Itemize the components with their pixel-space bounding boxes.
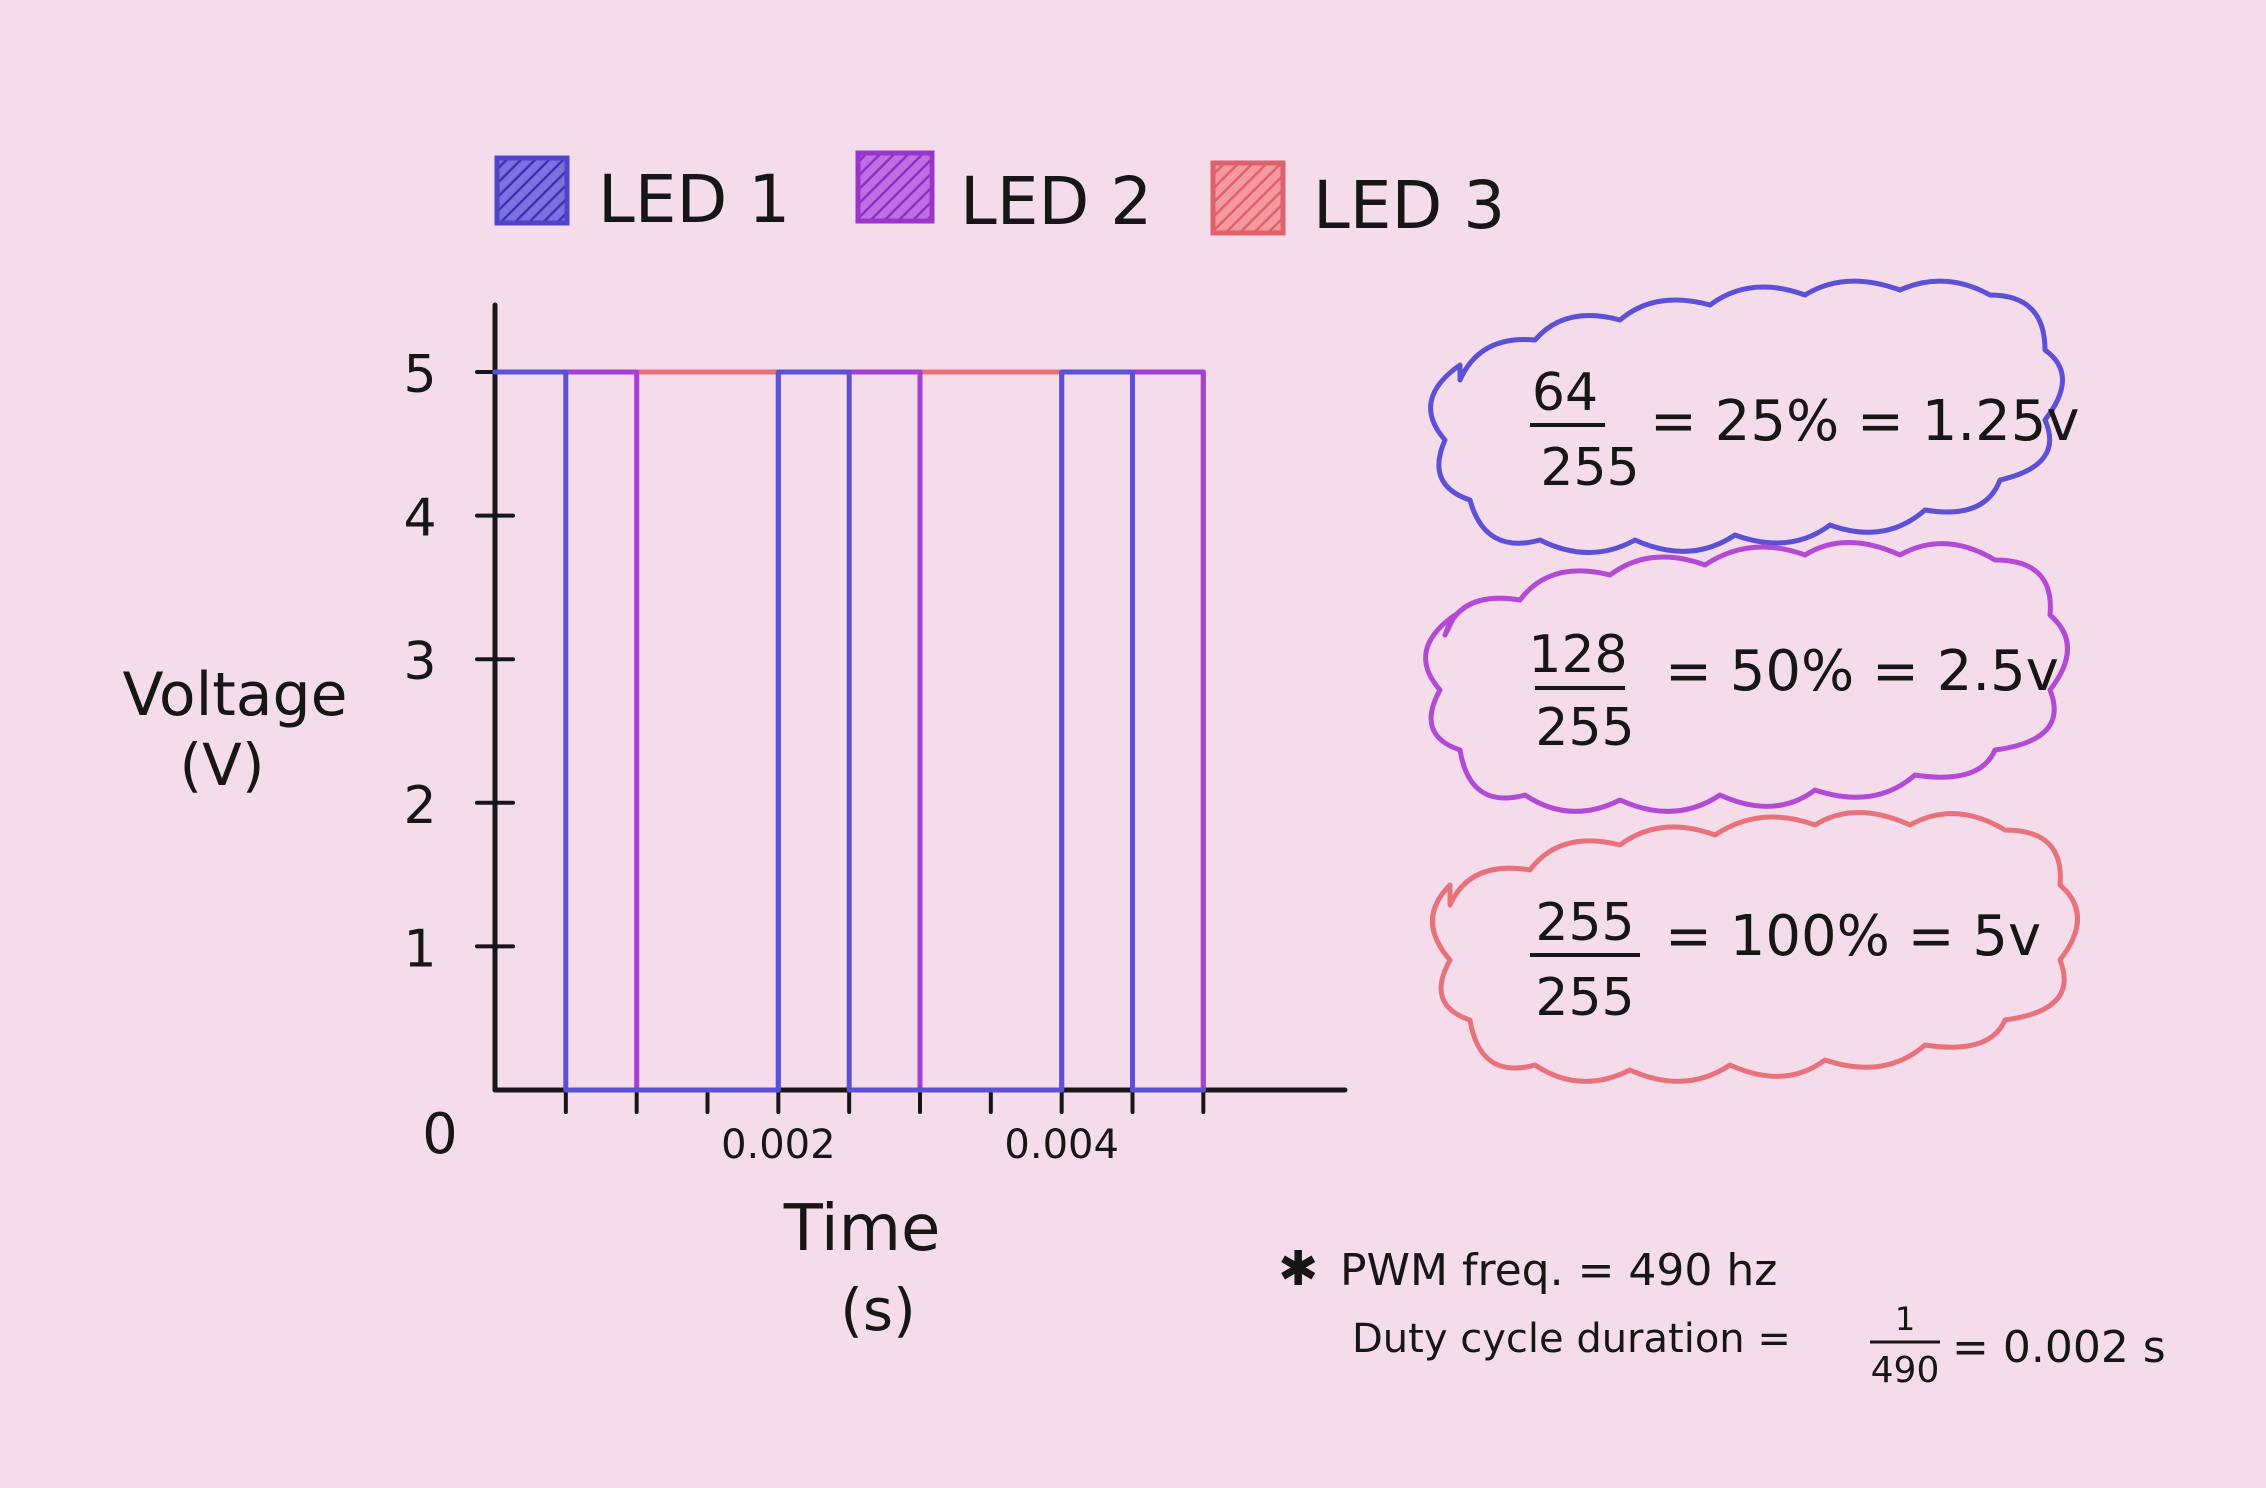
- note-text-led3: = 100% = 5v: [1665, 904, 2041, 969]
- legend-label-led3: LED 3: [1313, 167, 1505, 244]
- y-ticks: 1 2 3 4 5: [403, 345, 515, 979]
- footnote-line1: PWM freq. = 490 hz: [1340, 1245, 1777, 1296]
- origin-label: 0: [422, 1102, 458, 1167]
- series-line-led1: [492, 369, 1206, 1093]
- cloud-outline-led1: [1428, 278, 2065, 555]
- y-tick-label: 1: [403, 919, 436, 979]
- footnote: ✱ PWM freq. = 490 hz Duty cycle duration…: [1278, 1241, 2166, 1391]
- x-axis-label: Time: [783, 1192, 941, 1266]
- footnote-line2-prefix: Duty cycle duration =: [1352, 1316, 1791, 1362]
- y-tick-label: 4: [403, 489, 436, 549]
- x-tick-label: 0.004: [1004, 1122, 1119, 1168]
- legend-item-led1: LED 1: [494, 155, 790, 238]
- cloud-note-led1: 64 255 = 25% = 1.25v: [1428, 278, 2080, 555]
- note-numerator-led2: 128: [1528, 625, 1627, 685]
- note-numerator-led1: 64: [1532, 363, 1598, 423]
- cloud-outline-led3: [1430, 810, 2080, 1084]
- footnote-fraction-denominator: 490: [1871, 1350, 1940, 1391]
- x-ticks: 0.002 0.004: [563, 1088, 1206, 1168]
- series-layer: [492, 369, 1206, 1093]
- y-tick-label: 5: [403, 345, 436, 405]
- legend-label-led1: LED 1: [598, 161, 790, 238]
- note-denominator-led2: 255: [1535, 698, 1634, 758]
- note-text-led1: = 25% = 1.25v: [1650, 389, 2080, 454]
- legend-item-led3: LED 3: [1210, 160, 1505, 244]
- y-axis-label: Voltage: [122, 660, 347, 730]
- star-icon: ✱: [1278, 1241, 1318, 1297]
- legend-label-led2: LED 2: [960, 163, 1152, 240]
- footnote-line2-suffix: = 0.002 s: [1952, 1322, 2166, 1373]
- cloud-outline-led2: [1423, 540, 2070, 814]
- note-text-led2: = 50% = 2.5v: [1665, 639, 2059, 704]
- note-denominator-led3: 255: [1535, 968, 1634, 1028]
- x-tick-label: 0.002: [721, 1122, 836, 1168]
- legend-swatch-led3: [1210, 160, 1286, 236]
- legend-item-led2: LED 2: [855, 150, 1152, 240]
- note-denominator-led1: 255: [1540, 438, 1639, 498]
- y-tick-label: 2: [403, 776, 436, 836]
- legend-swatch-led2: [855, 150, 935, 224]
- cloud-note-led3: 255 255 = 100% = 5v: [1430, 810, 2080, 1084]
- footnote-fraction-numerator: 1: [1895, 1300, 1915, 1338]
- y-axis-unit: (V): [180, 731, 265, 799]
- legend: LED 1 LED 2 LED 3: [494, 150, 1505, 244]
- y-tick-label: 3: [403, 632, 436, 692]
- note-numerator-led3: 255: [1535, 893, 1634, 953]
- legend-swatch-led1: [494, 155, 570, 226]
- x-axis-unit: (s): [840, 1276, 915, 1344]
- cloud-note-led2: 128 255 = 50% = 2.5v: [1423, 540, 2070, 814]
